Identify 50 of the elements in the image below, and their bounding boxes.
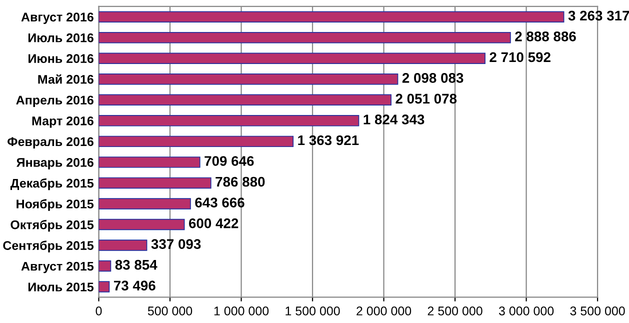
data-label: 2 888 886 xyxy=(515,32,576,42)
bar xyxy=(98,260,112,272)
bar xyxy=(98,52,486,64)
bar xyxy=(98,240,148,251)
y-tick-label: Март 2016 xyxy=(32,116,94,128)
data-label: 337 093 xyxy=(151,239,201,249)
y-tick-label: Декабрь 2015 xyxy=(10,178,94,190)
data-label: 709 646 xyxy=(204,156,254,166)
bar xyxy=(98,74,398,85)
y-tick-label: Январь 2016 xyxy=(16,158,94,170)
x-tick-label: 500 000 xyxy=(148,306,192,316)
data-label: 83 854 xyxy=(115,260,158,270)
y-tick-label: Август 2016 xyxy=(21,12,94,24)
data-label: 2 098 083 xyxy=(402,73,464,83)
bar xyxy=(98,218,185,230)
x-tick-label: 2 000 000 xyxy=(356,306,412,316)
y-tick-label: Август 2015 xyxy=(21,262,94,274)
data-label: 2 051 078 xyxy=(396,94,457,104)
x-tick-label: 2 500 000 xyxy=(428,306,482,316)
bar xyxy=(98,281,110,292)
y-tick-label: Июль 2016 xyxy=(28,33,94,42)
x-tick-label: 1 500 000 xyxy=(286,306,340,316)
bar xyxy=(98,11,564,22)
bar xyxy=(98,94,392,106)
x-tick-label: 0 xyxy=(96,306,102,316)
data-label: 1 824 343 xyxy=(364,114,424,124)
data-label: 643 666 xyxy=(195,198,244,208)
y-tick-label: Ноябрь 2015 xyxy=(16,199,94,211)
data-label: 786 880 xyxy=(216,176,265,187)
y-tick-label: Май 2016 xyxy=(38,74,94,84)
y-tick-label: Апрель 2016 xyxy=(16,96,94,108)
y-tick-label: Июль 2015 xyxy=(28,282,94,292)
bar xyxy=(98,136,294,148)
bar xyxy=(98,32,511,44)
data-label: 600 422 xyxy=(188,218,238,228)
y-tick-label: Сентябрь 2015 xyxy=(3,240,94,252)
y-tick-label: Октябрь 2015 xyxy=(10,220,94,232)
bar xyxy=(98,156,200,168)
x-tick-label: 1 000 000 xyxy=(214,306,269,316)
x-tick-label: 3 500 000 xyxy=(570,306,625,316)
x-tick-label: 3 000 000 xyxy=(498,306,554,316)
data-label: 1 363 921 xyxy=(298,135,359,146)
data-label: 73 496 xyxy=(114,280,156,291)
bar xyxy=(98,177,212,189)
y-tick-label: Февраль 2016 xyxy=(8,137,94,149)
y-tick-label: Июнь 2016 xyxy=(28,54,94,64)
data-label: 3 263 317 xyxy=(568,10,629,21)
data-label: 2 710 592 xyxy=(490,52,550,62)
bar xyxy=(98,198,191,210)
bar xyxy=(98,115,360,126)
